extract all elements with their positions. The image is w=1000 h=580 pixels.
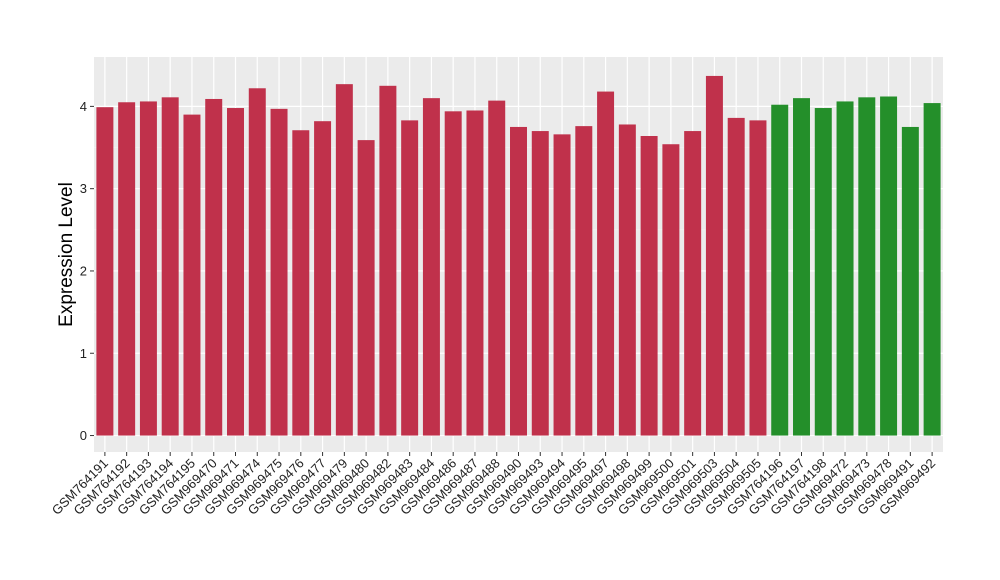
bar-gsm969488 xyxy=(488,100,506,436)
bar-gsm969495 xyxy=(575,126,593,436)
y-axis: 0 1 2 3 4 xyxy=(80,99,94,443)
bar-gsm969470 xyxy=(205,98,223,436)
y-tick-label: 4 xyxy=(80,99,87,114)
bar-gsm969484 xyxy=(422,98,440,436)
bar-gsm764192 xyxy=(118,102,136,436)
bar-gsm969486 xyxy=(444,111,462,436)
bar-gsm969497 xyxy=(597,91,615,436)
bar-gsm764198 xyxy=(814,108,832,436)
bar-gsm969473 xyxy=(858,97,876,436)
bar-gsm969493 xyxy=(531,131,549,436)
bar-gsm969492 xyxy=(923,103,941,436)
bar-gsm969505 xyxy=(749,120,767,436)
bar-gsm969491 xyxy=(901,126,919,436)
bar-gsm969483 xyxy=(401,120,419,436)
bar-gsm764195 xyxy=(183,114,201,436)
bar-gsm764193 xyxy=(139,101,157,436)
bar-gsm969472 xyxy=(836,101,854,436)
bar-gsm969475 xyxy=(270,108,288,436)
bar-gsm969479 xyxy=(335,84,353,436)
bars xyxy=(96,75,941,436)
y-tick-label: 2 xyxy=(80,263,87,278)
bar-gsm969487 xyxy=(466,110,484,436)
y-tick-label: 0 xyxy=(80,428,87,443)
bar-gsm969504 xyxy=(727,117,745,436)
bar-gsm969476 xyxy=(292,130,310,436)
bar-gsm764197 xyxy=(793,98,810,436)
bar-gsm969503 xyxy=(705,75,723,436)
bar-gsm969490 xyxy=(510,126,527,436)
bar-gsm764194 xyxy=(161,97,179,436)
bar-gsm764196 xyxy=(771,104,789,436)
bar-gsm969471 xyxy=(227,108,244,436)
bar-gsm764191 xyxy=(96,107,114,436)
y-axis-title: Expression Level xyxy=(56,182,77,327)
bar-gsm969498 xyxy=(618,124,636,436)
y-tick-label: 1 xyxy=(80,346,87,361)
bar-gsm969494 xyxy=(553,134,571,436)
bar-gsm969500 xyxy=(662,144,680,436)
y-tick-label: 3 xyxy=(80,181,87,196)
bar-gsm969480 xyxy=(357,140,375,436)
x-axis: GSM764191GSM764192GSM764193GSM764194GSM7… xyxy=(49,452,938,518)
bar-gsm969501 xyxy=(684,131,702,436)
bar-gsm969474 xyxy=(248,88,266,436)
bar-gsm969478 xyxy=(880,96,898,436)
bar-gsm969477 xyxy=(314,121,332,436)
bar-gsm969482 xyxy=(379,85,397,436)
bar-gsm969499 xyxy=(640,136,658,436)
